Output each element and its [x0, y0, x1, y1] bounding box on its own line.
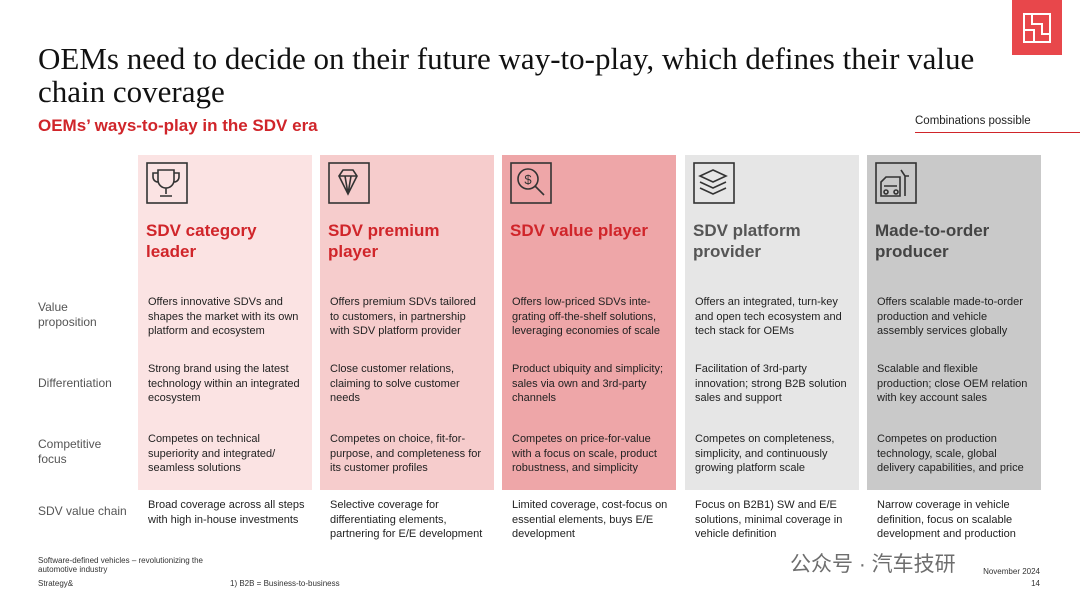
column-background: [138, 155, 312, 490]
cell-text: Offers an integrated, turn-key and open …: [695, 296, 842, 337]
cell-text: Strong brand using the latest technology…: [148, 363, 300, 404]
cell-text: Competes on technical superiority and in…: [148, 433, 276, 474]
column-heading: SDV premium player: [328, 221, 440, 261]
page-number: 14: [1031, 579, 1040, 588]
icon: [875, 162, 917, 209]
icon: [875, 162, 917, 204]
cell-text: Narrow coverage in vehicle definition, f…: [877, 499, 1016, 540]
column-background: [867, 155, 1041, 490]
row-label: Competitive focus: [38, 437, 102, 466]
icon: [328, 162, 370, 209]
row-label: SDV value chain: [38, 504, 127, 518]
date: November 2024: [983, 567, 1040, 576]
cell-text: Competes on production technology, scale…: [877, 433, 1024, 474]
cell-text: Offers innovative SDVs and shapes the ma…: [148, 296, 299, 337]
source: Software-defined vehicles – revolutioniz…: [38, 556, 203, 574]
icon: [328, 162, 370, 204]
icon: $: [510, 162, 552, 204]
cell-text: Limited coverage, cost-focus on essentia…: [512, 499, 668, 540]
icon: [146, 162, 188, 204]
column-heading: SDV category leader: [146, 221, 257, 261]
row-label: Differentiation: [38, 376, 112, 390]
subtitle: OEMs’ ways-to-play in the SDV era: [38, 116, 318, 135]
footnote: 1) B2B = Business-to-business: [230, 579, 340, 588]
cell-text: Focus on B2B1) SW and E/E solutions, min…: [695, 499, 843, 540]
icon: [693, 162, 735, 209]
icon: [146, 162, 188, 209]
cell-text: Product ubiquity and simplicity; sales v…: [512, 363, 664, 404]
column-background: [502, 155, 676, 490]
cell-text: Competes on completeness, simplicity, an…: [695, 433, 835, 474]
cell-text: Offers low-priced SDVs inte-grating off-…: [512, 296, 660, 337]
logo: [1012, 0, 1062, 55]
icon: [693, 162, 735, 204]
column-heading: Made-to-order producer: [875, 221, 990, 261]
row-label: Value proposition: [38, 300, 97, 329]
cell-text: Scalable and flexible production; close …: [877, 363, 1028, 404]
cell-text: Competes on price-for-value with a focus…: [512, 433, 657, 474]
cell-text: Facilitation of 3rd-party innovation; st…: [695, 363, 847, 404]
note-rule: [915, 132, 1080, 133]
note: Combinations possible: [915, 115, 1031, 127]
svg-text:$: $: [524, 172, 532, 187]
icon: $: [510, 162, 552, 209]
cell-text: Close customer relations, claiming to so…: [330, 363, 460, 404]
column-heading: SDV platform provider: [693, 221, 801, 261]
column-background: [320, 155, 494, 490]
title: OEMs need to decide on their future way-…: [38, 41, 975, 109]
brand: Strategy&: [38, 579, 74, 588]
watermark: 公众号 · 汽车技研: [790, 553, 956, 576]
cell-text: Offers scalable made-to-order production…: [877, 296, 1023, 337]
column-heading: SDV value player: [510, 221, 648, 240]
column-background: [685, 155, 859, 490]
cell-text: Offers premium SDVs tailored to customer…: [330, 296, 476, 337]
cell-text: Competes on choice, fit-for-purpose, and…: [330, 433, 482, 474]
cell-text: Broad coverage across all steps with hig…: [148, 499, 305, 526]
cell-text: Selective coverage for differentiating e…: [330, 499, 483, 540]
